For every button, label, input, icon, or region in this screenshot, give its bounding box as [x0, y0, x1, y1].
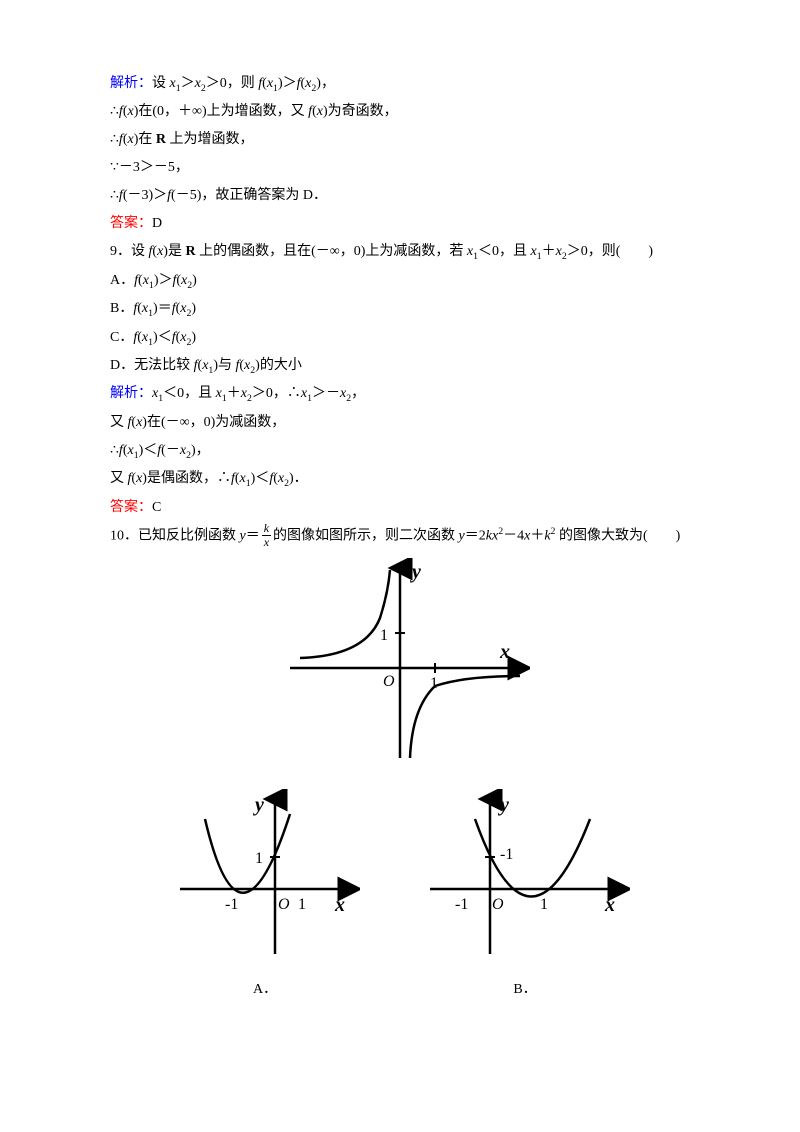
q8-jiexi-line1: 解析：设 x1＞x2＞0，则 f(x1)＞f(x2)，: [110, 70, 690, 98]
figure-option-a: y x 1 -1 O 1 A．: [170, 789, 360, 1004]
text: ，则: [227, 76, 259, 91]
q9-optC: C．f(x1)＜f(x2): [110, 324, 690, 352]
y-axis-label: y: [253, 794, 264, 816]
x-axis-label: x: [334, 894, 345, 916]
tick-x-1: 1: [540, 896, 548, 913]
tick-x-1: 1: [298, 896, 306, 913]
figure-option-b: y x -1 -1 O 1 B．: [420, 789, 630, 1004]
answer-label: 答案：: [110, 216, 152, 231]
q8-answer: 答案：D: [110, 210, 690, 238]
text: ，: [321, 76, 335, 91]
q9-optB: B．f(x1)＝f(x2): [110, 295, 690, 323]
tick-x-neg1: -1: [455, 896, 468, 913]
answer-value: D: [152, 216, 162, 231]
answer-label: 答案：: [110, 500, 152, 515]
jiexi-label: 解析：: [110, 386, 152, 401]
q8-line5: ∴f(－3)＞f(－5)，故正确答案为 D．: [110, 182, 690, 210]
answer-value: C: [152, 500, 161, 515]
q9-jiexi-2: 又 f(x)在(－∞，0)为减函数，: [110, 409, 690, 437]
q8-line3: ∴f(x)在 R 上为增函数，: [110, 126, 690, 154]
parabola-a: y x 1 -1 O 1: [170, 789, 360, 959]
q9-optD: D．无法比较 f(x1)与 f(x2)的大小: [110, 352, 690, 380]
q9-jiexi-4: 又 f(x)是偶函数，∴f(x1)＜f(x2)．: [110, 465, 690, 493]
option-b-label: B．: [420, 976, 630, 1004]
fraction: kx: [260, 522, 273, 549]
reciprocal-graph: y x O 1 1: [270, 558, 530, 768]
jiexi-label: 解析：: [110, 76, 152, 91]
q9-optA: A．f(x1)＞f(x2): [110, 267, 690, 295]
x-axis-label: x: [604, 894, 615, 916]
origin-label: O: [492, 896, 504, 913]
option-a-label: A．: [170, 976, 360, 1004]
y-axis-label: y: [410, 561, 421, 583]
q10-stem: 10．已知反比例函数 y＝kx的图像如图所示，则二次函数 y＝2kx2－4x＋k…: [110, 522, 690, 551]
q9-jiexi-3: ∴f(x1)＜f(－x2)，: [110, 437, 690, 465]
tick-y-1: -1: [500, 846, 513, 863]
origin-label: O: [278, 896, 290, 913]
tick-y-1: 1: [380, 627, 388, 644]
q9-stem: 9．设 f(x)是 R 上的偶函数，且在(－∞，0)上为减函数，若 x1＜0，且…: [110, 238, 690, 266]
numerator: k: [262, 522, 271, 536]
tick-y-1: 1: [255, 850, 263, 867]
figure-main: y x O 1 1: [110, 558, 690, 779]
q9-jiexi-1: 解析：x1＜0，且 x1＋x2＞0，∴x1＞－x2，: [110, 380, 690, 408]
tick-x-neg1: -1: [225, 896, 238, 913]
parabola-b: y x -1 -1 O 1: [420, 789, 630, 959]
text: 10．已知反比例函数: [110, 528, 240, 543]
denominator: x: [262, 536, 271, 549]
q8-line2: ∴f(x)在(0，＋∞)上为增函数，又 f(x)为奇函数，: [110, 98, 690, 126]
x-axis-label: x: [499, 641, 510, 663]
q8-line4: ∵－3＞－5，: [110, 154, 690, 182]
figure-options-row: y x 1 -1 O 1 A．: [110, 789, 690, 1004]
page: 解析：设 x1＞x2＞0，则 f(x1)＞f(x2)， ∴f(x)在(0，＋∞)…: [0, 0, 800, 1132]
text: 设: [152, 76, 170, 91]
origin-label: O: [383, 673, 395, 690]
q9-answer: 答案：C: [110, 494, 690, 522]
y-axis-label: y: [498, 794, 509, 816]
